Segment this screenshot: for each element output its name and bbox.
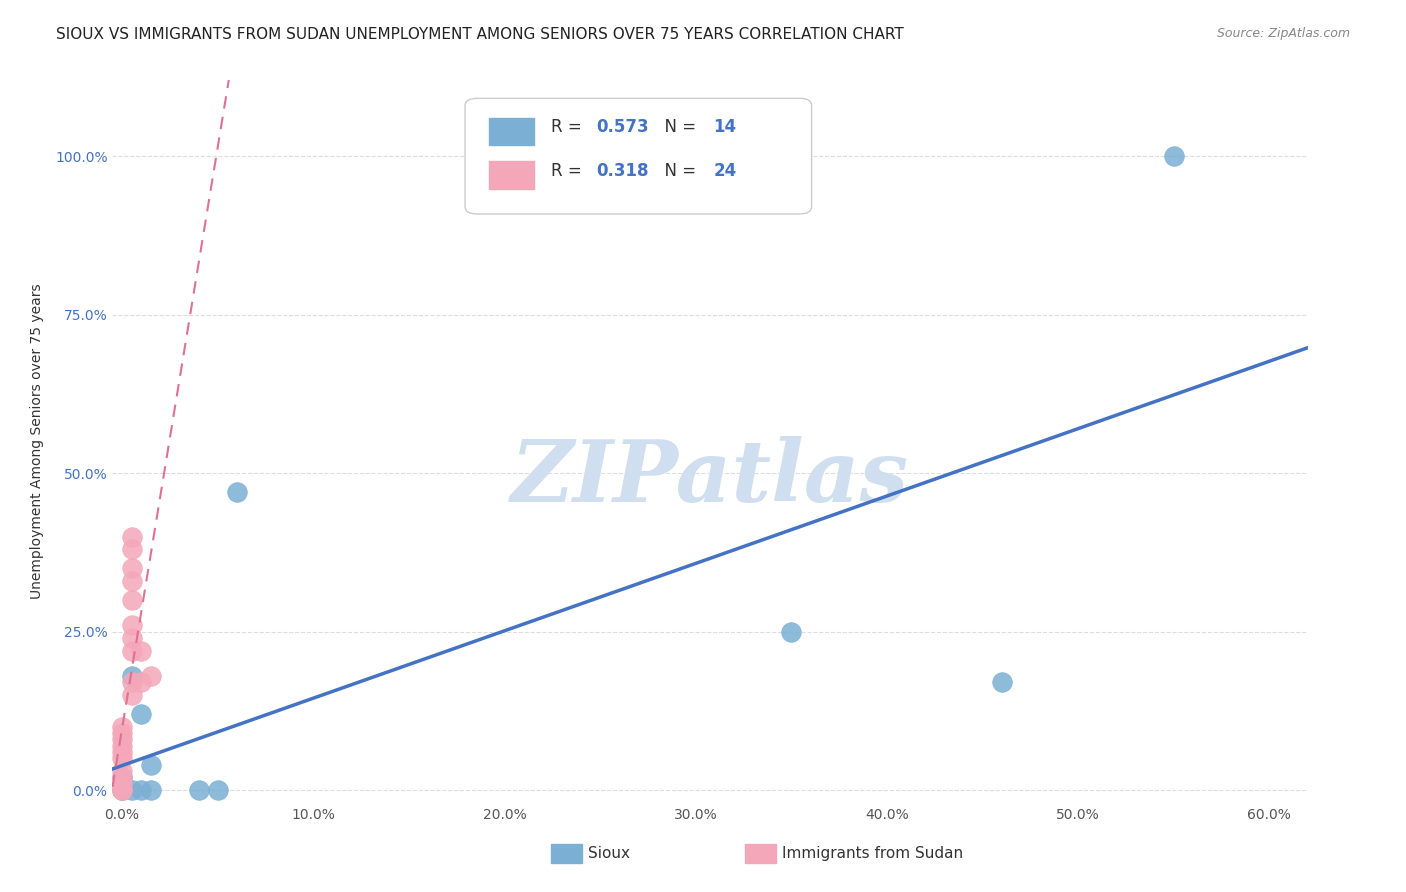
Text: 14: 14: [714, 119, 737, 136]
FancyBboxPatch shape: [465, 98, 811, 214]
Text: R =: R =: [551, 119, 588, 136]
Point: [111, 771, 134, 785]
Point: [121, 669, 143, 683]
Point: [121, 530, 143, 544]
Point: [990, 675, 1012, 690]
Text: N =: N =: [654, 161, 702, 179]
Point: [111, 764, 134, 778]
Point: [139, 783, 162, 797]
Text: SIOUX VS IMMIGRANTS FROM SUDAN UNEMPLOYMENT AMONG SENIORS OVER 75 YEARS CORRELAT: SIOUX VS IMMIGRANTS FROM SUDAN UNEMPLOYM…: [56, 27, 904, 42]
Point: [111, 751, 134, 765]
Point: [111, 771, 134, 785]
Y-axis label: Unemployment Among Seniors over 75 years: Unemployment Among Seniors over 75 years: [30, 284, 44, 599]
Point: [111, 745, 134, 759]
Point: [139, 757, 162, 772]
Text: N =: N =: [654, 119, 702, 136]
Point: [121, 643, 143, 657]
Text: 0.318: 0.318: [596, 161, 650, 179]
Point: [121, 675, 143, 690]
Point: [121, 783, 143, 797]
Point: [129, 643, 152, 657]
Text: 24: 24: [714, 161, 737, 179]
Point: [111, 726, 134, 740]
Point: [111, 777, 134, 791]
Point: [121, 593, 143, 607]
Text: R =: R =: [551, 161, 588, 179]
Point: [129, 675, 152, 690]
Point: [121, 688, 143, 702]
Point: [121, 618, 143, 632]
Point: [207, 783, 229, 797]
Text: ZIPatlas: ZIPatlas: [510, 436, 910, 519]
Point: [129, 707, 152, 722]
Point: [121, 631, 143, 645]
Text: 0.573: 0.573: [596, 119, 650, 136]
Point: [225, 485, 247, 500]
Point: [121, 542, 143, 557]
Point: [111, 720, 134, 734]
Text: Immigrants from Sudan: Immigrants from Sudan: [782, 847, 963, 861]
Point: [1163, 149, 1185, 163]
Point: [111, 732, 134, 747]
FancyBboxPatch shape: [489, 161, 534, 189]
Point: [111, 783, 134, 797]
Point: [121, 561, 143, 575]
Point: [111, 783, 134, 797]
Point: [111, 783, 134, 797]
Text: Sioux: Sioux: [588, 847, 630, 861]
FancyBboxPatch shape: [489, 118, 534, 145]
Point: [780, 624, 803, 639]
Point: [111, 783, 134, 797]
Point: [139, 669, 162, 683]
Point: [111, 739, 134, 753]
Text: Source: ZipAtlas.com: Source: ZipAtlas.com: [1216, 27, 1350, 40]
Point: [129, 783, 152, 797]
Point: [187, 783, 209, 797]
Point: [121, 574, 143, 588]
